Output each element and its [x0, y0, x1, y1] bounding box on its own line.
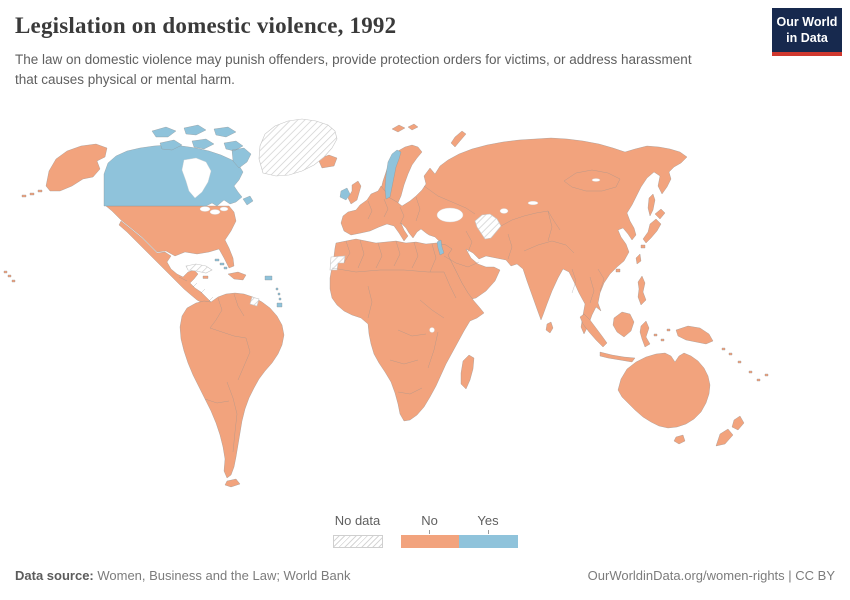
hudson-bay	[181, 157, 212, 199]
hawaii-islands[interactable]	[3, 270, 16, 283]
continent-africa[interactable]	[329, 238, 485, 422]
island-new-guinea[interactable]	[675, 325, 714, 345]
aral-sea	[499, 208, 509, 214]
country-united-states[interactable]	[105, 205, 237, 269]
data-source-label: Data source:	[15, 568, 94, 583]
legend-tick	[487, 530, 489, 534]
countries-yes[interactable]	[103, 124, 445, 308]
legend-swatch-yes[interactable]	[458, 535, 518, 548]
maluku-islands[interactable]	[653, 328, 671, 342]
pacific-islands[interactable]	[721, 347, 769, 382]
country-ireland[interactable]	[339, 187, 351, 201]
country-japan[interactable]	[640, 208, 666, 249]
country-bahamas[interactable]	[214, 258, 228, 270]
great-lakes	[199, 206, 211, 212]
region-western-sahara[interactable]	[329, 255, 346, 271]
country-philippines[interactable]	[637, 275, 647, 306]
great-lakes	[219, 206, 229, 212]
island-borneo[interactable]	[612, 311, 635, 338]
island-jamaica[interactable]	[202, 275, 209, 279]
data-source-text: Women, Business and the Law; World Bank	[93, 568, 351, 583]
country-cuba[interactable]	[185, 263, 213, 274]
island-sulawesi[interactable]	[639, 320, 651, 348]
caspian-sea	[474, 213, 502, 240]
map-legend: No data No Yes	[0, 513, 850, 548]
world-choropleth-map[interactable]	[0, 98, 850, 510]
country-borders	[178, 169, 621, 453]
owid-logo-line1: Our World	[776, 15, 838, 29]
country-canada[interactable]	[103, 144, 244, 207]
legend-bar: No Yes	[400, 513, 518, 548]
island-sakhalin[interactable]	[647, 193, 656, 217]
lakes-and-seas	[181, 157, 601, 333]
country-australia[interactable]	[617, 352, 711, 429]
island-hainan[interactable]	[615, 268, 621, 273]
data-source: Data source: Women, Business and the Law…	[15, 568, 351, 583]
tierra-del-fuego[interactable]	[224, 478, 241, 488]
aleutian-islands[interactable]	[21, 189, 43, 198]
lake-baikal	[591, 178, 601, 182]
lake-victoria	[429, 327, 435, 333]
country-mexico-central-america[interactable]	[118, 220, 216, 309]
regions-no-data[interactable]	[185, 118, 502, 307]
legend-label-no-data: No data	[334, 513, 381, 528]
canadian-arctic-islands[interactable]	[151, 124, 252, 169]
lesser-antilles[interactable]	[275, 287, 282, 301]
island-taiwan[interactable]	[635, 253, 642, 265]
legend-item-no[interactable]: No	[400, 513, 459, 548]
owid-logo-line2: in Data	[786, 31, 828, 46]
legend-item-yes[interactable]: Yes	[458, 513, 518, 548]
page-title: Legislation on domestic violence, 1992	[15, 13, 397, 38]
island-sumatra[interactable]	[579, 313, 608, 348]
legend-tick	[429, 530, 430, 534]
legend-swatch-no[interactable]	[400, 535, 459, 548]
owid-logo[interactable]: Our World in Data	[772, 8, 842, 56]
svalbard-islands[interactable]	[391, 123, 419, 133]
region-french-guiana[interactable]	[249, 296, 260, 307]
country-israel[interactable]	[436, 239, 445, 256]
country-puerto-rico[interactable]	[264, 275, 273, 281]
countries-no[interactable]	[3, 123, 769, 488]
island-newfoundland[interactable]	[242, 195, 254, 206]
lake-balkhash	[527, 200, 539, 205]
continent-south-america[interactable]	[179, 292, 285, 479]
island-madagascar[interactable]	[460, 354, 475, 390]
island-tasmania[interactable]	[673, 434, 686, 445]
chart-footer: Data source: Women, Business and the Law…	[15, 568, 835, 583]
island-sri-lanka[interactable]	[545, 321, 554, 334]
legend-label-no: No	[421, 513, 438, 528]
country-new-zealand[interactable]	[715, 415, 745, 447]
region-greenland[interactable]	[258, 118, 338, 177]
island-hispaniola[interactable]	[227, 271, 247, 281]
country-united-kingdom[interactable]	[347, 180, 362, 205]
country-united-states-alaska[interactable]	[45, 143, 108, 192]
legend-label-yes: Yes	[477, 513, 499, 528]
novaya-zemlya[interactable]	[450, 130, 467, 148]
legend-swatch-no-data[interactable]	[332, 535, 383, 548]
chart-subtitle: The law on domestic violence may punish …	[15, 52, 692, 88]
legend-item-no-data[interactable]: No data	[332, 513, 383, 548]
black-sea	[436, 207, 464, 223]
island-java[interactable]	[599, 351, 636, 363]
great-lakes	[209, 209, 221, 215]
country-sweden[interactable]	[384, 149, 402, 200]
credit-link[interactable]: OurWorldinData.org/women-rights | CC BY	[587, 568, 835, 583]
country-trinidad-and-tobago[interactable]	[276, 302, 283, 308]
